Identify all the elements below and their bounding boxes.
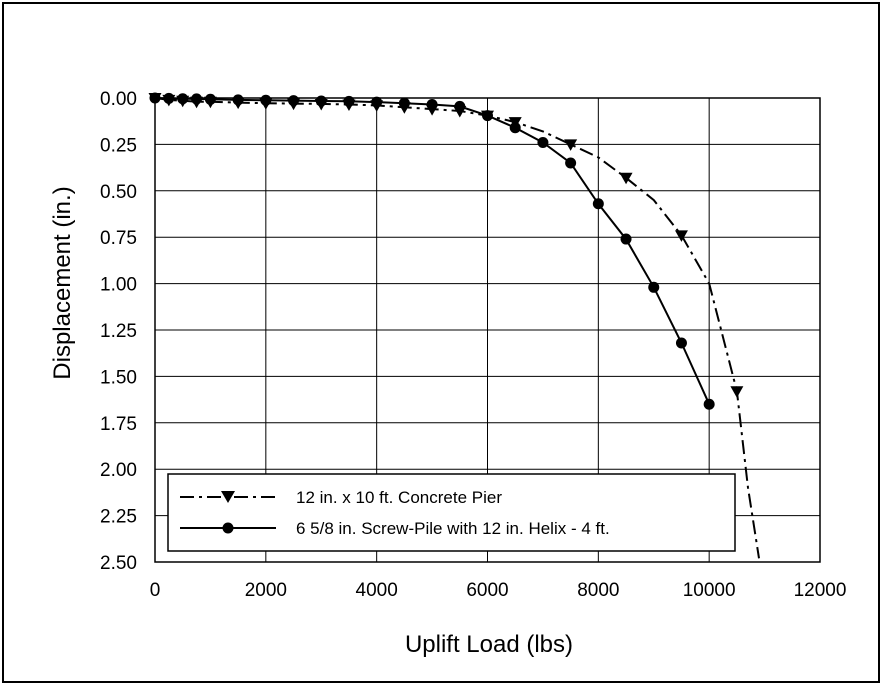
- y-tick-label: 0.75: [100, 228, 137, 249]
- y-tick-label: 2.25: [100, 507, 137, 528]
- x-tick-label: 10000: [683, 580, 736, 601]
- data-point-screw-pile: [191, 93, 203, 105]
- data-point-screw-pile: [648, 281, 660, 293]
- y-tick-label: 1.00: [100, 275, 137, 296]
- data-point-screw-pile: [426, 98, 438, 110]
- data-point-screw-pile: [232, 94, 244, 106]
- data-point-screw-pile: [149, 92, 161, 104]
- data-point-screw-pile: [315, 95, 327, 107]
- data-point-screw-pile: [675, 337, 687, 349]
- data-point-screw-pile: [509, 122, 521, 134]
- data-point-screw-pile: [398, 97, 410, 109]
- plot-area-border: [154, 97, 821, 563]
- y-tick-label: 1.75: [100, 414, 137, 435]
- legend-label-screw-pile: 6 5/8 in. Screw-Pile with 12 in. Helix -…: [296, 519, 610, 538]
- legend-marker-concrete-pier: [221, 491, 235, 503]
- data-point-screw-pile: [482, 110, 493, 122]
- y-tick-label: 2.00: [100, 460, 137, 481]
- x-tick-label: 12000: [794, 580, 847, 601]
- data-point-screw-pile: [177, 93, 189, 105]
- y-tick-label: 2.50: [100, 553, 137, 574]
- data-point-screw-pile: [537, 137, 549, 149]
- x-axis-label: Uplift Load (lbs): [405, 631, 573, 658]
- data-point-concrete-pier: [619, 172, 633, 185]
- x-tick-label: 2000: [245, 580, 287, 601]
- data-point-concrete-pier: [564, 139, 578, 151]
- y-tick-label: 0.50: [100, 182, 137, 203]
- axis-ticks: 0 2000 4000 6000 8000 10000 12000 0.00 0.25 0.50 0…: [100, 89, 846, 601]
- y-tick-label: 0.00: [100, 89, 137, 110]
- y-axis-label: Displacement (in.): [49, 186, 76, 379]
- x-tick-label: 0: [150, 580, 161, 601]
- data-point-screw-pile: [288, 95, 300, 107]
- y-tick-label: 1.50: [100, 367, 137, 388]
- data-point-screw-pile: [620, 233, 632, 245]
- data-point-screw-pile: [371, 96, 383, 108]
- data-point-screw-pile: [454, 100, 466, 112]
- x-tick-label: 6000: [466, 580, 508, 601]
- data-point-concrete-pier: [730, 386, 744, 398]
- y-tick-label: 0.25: [100, 135, 137, 156]
- data-point-screw-pile: [565, 157, 577, 169]
- data-point-screw-pile: [260, 94, 272, 106]
- data-point-screw-pile: [343, 95, 355, 107]
- data-point-screw-pile: [592, 198, 604, 210]
- data-point-screw-pile: [703, 398, 715, 410]
- data-point-screw-pile: [204, 93, 216, 105]
- legend-label-concrete-pier: 12 in. x 10 ft. Concrete Pier: [296, 488, 502, 507]
- y-tick-label: 1.25: [100, 321, 137, 342]
- series: [148, 92, 760, 559]
- data-point-concrete-pier: [674, 230, 688, 242]
- data-point-screw-pile: [163, 92, 175, 104]
- legend-box: [167, 473, 736, 552]
- legend: 12 in. x 10 ft. Concrete Pier 6 5/8 in. …: [167, 473, 736, 552]
- x-tick-label: 8000: [577, 580, 619, 601]
- legend-marker-screw-pile: [222, 522, 234, 534]
- x-tick-label: 4000: [356, 580, 398, 601]
